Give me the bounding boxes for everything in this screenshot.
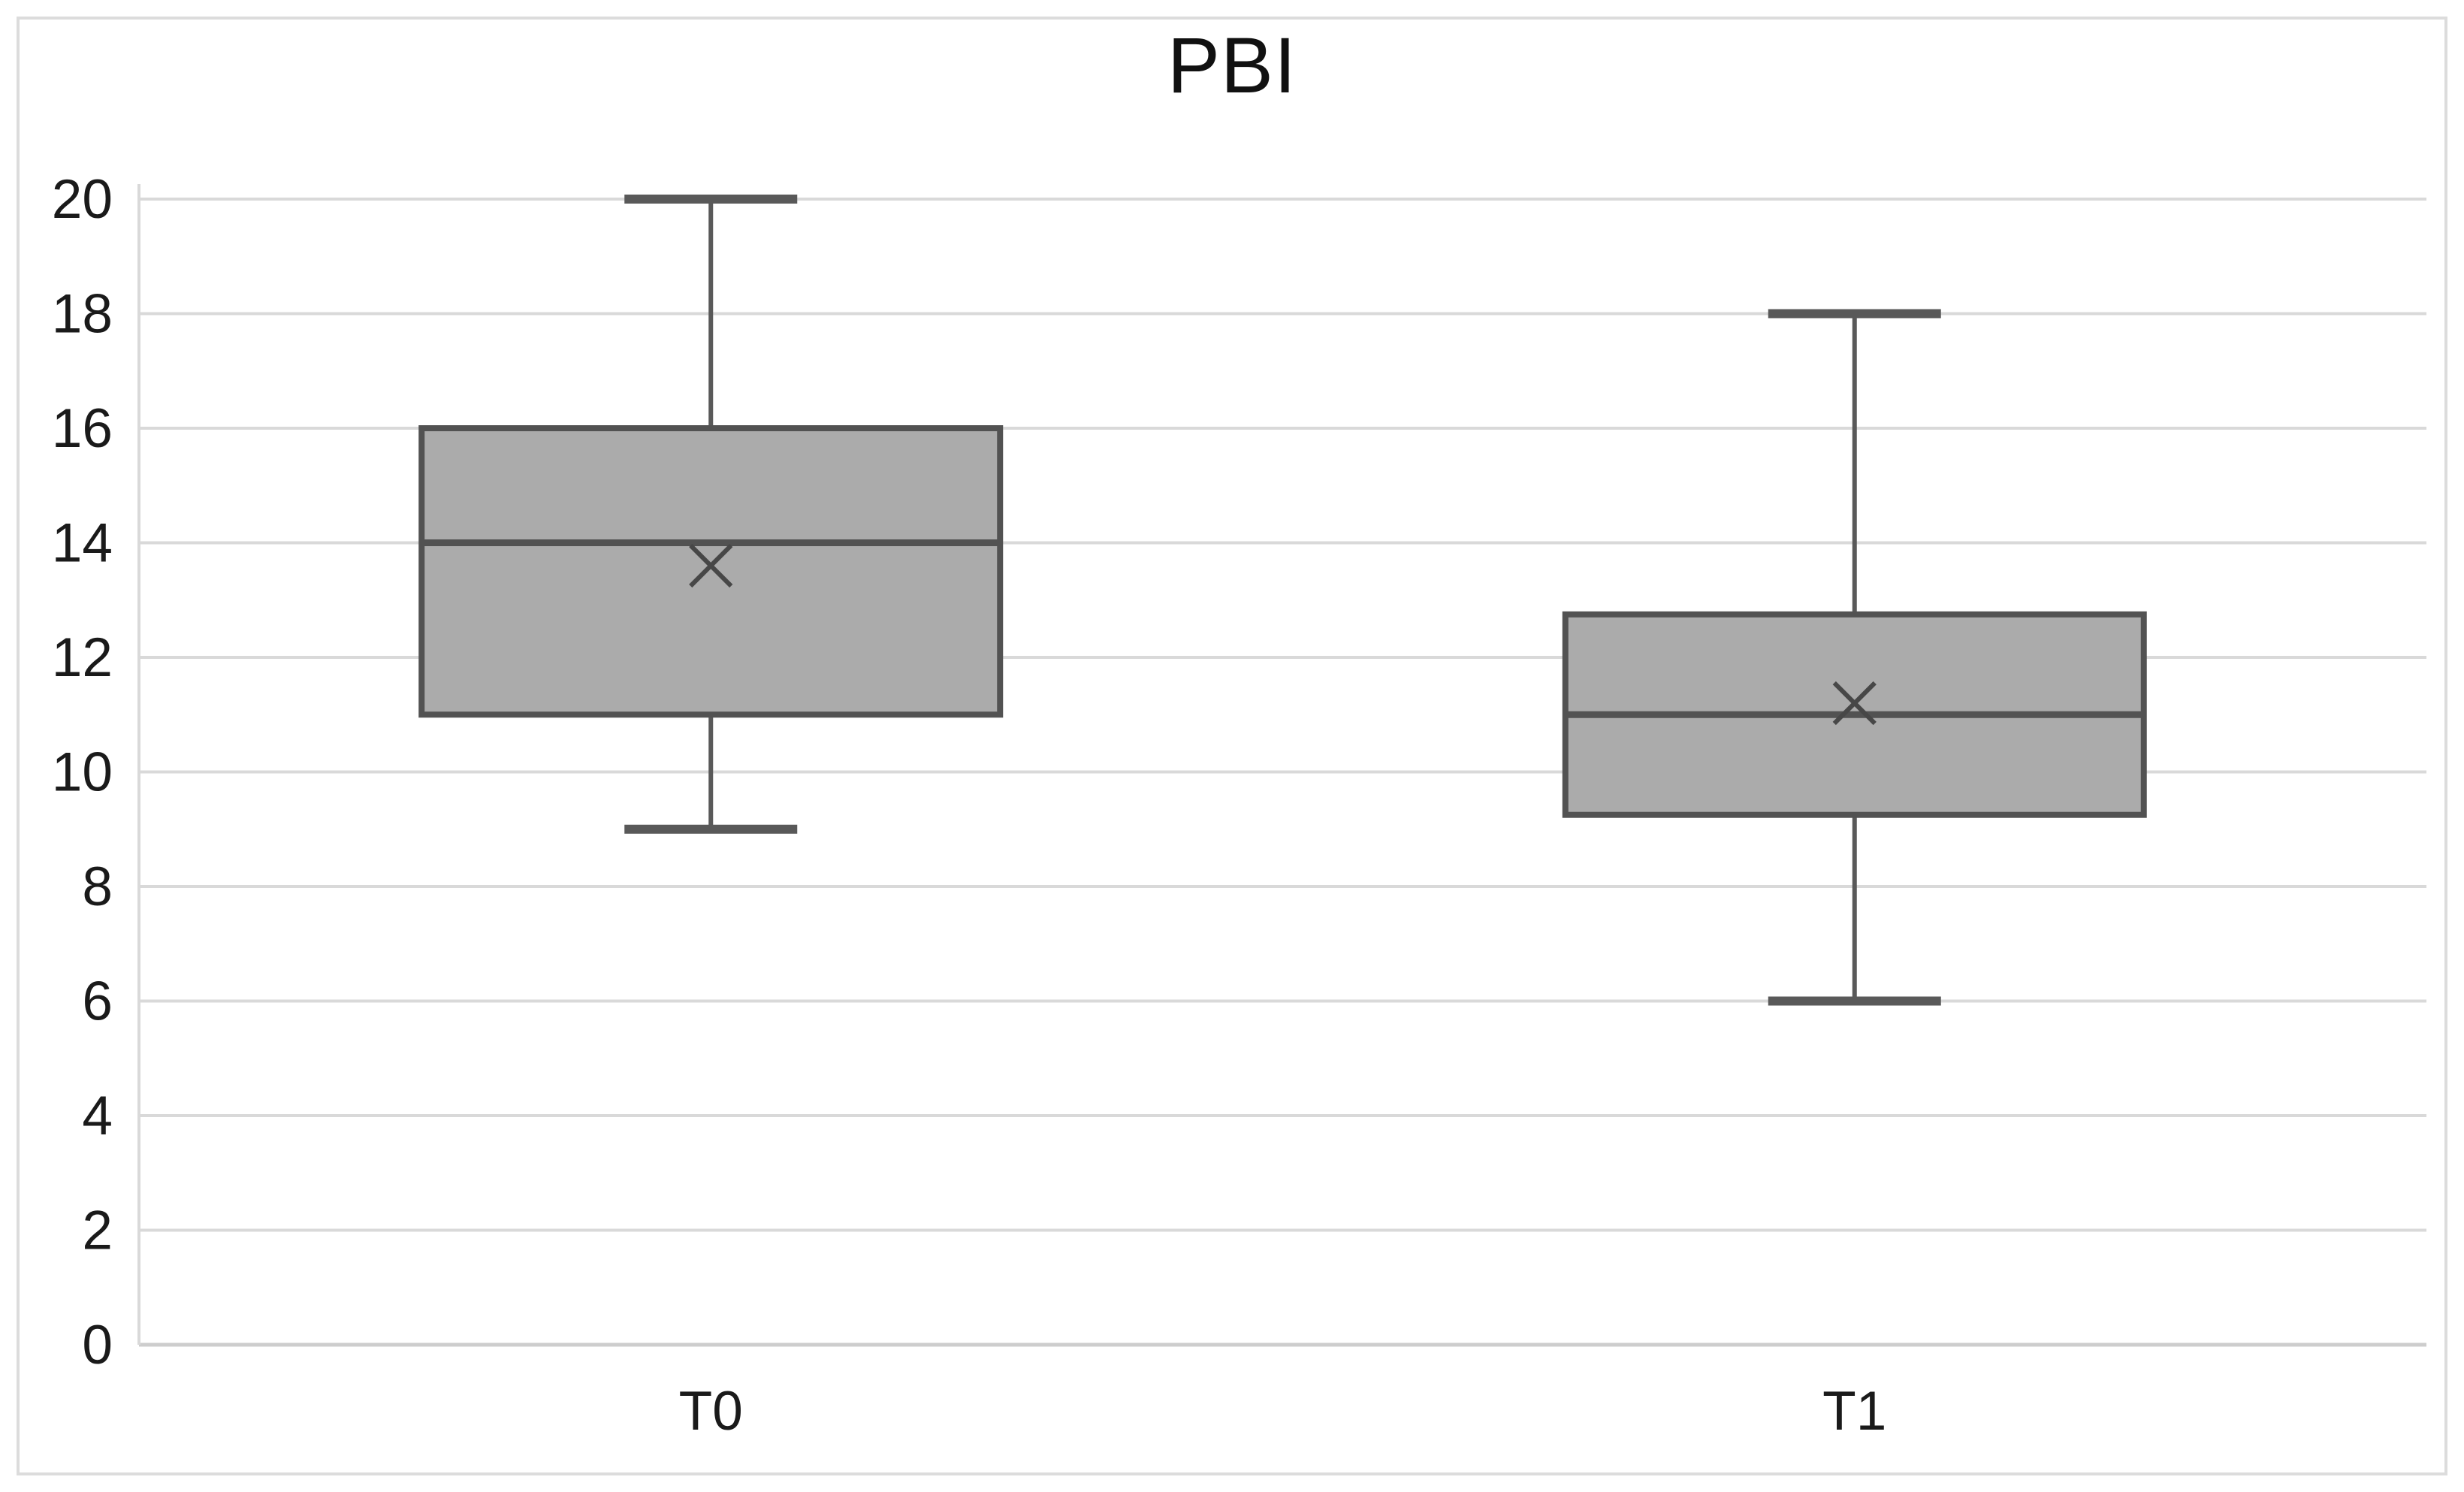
y-tick-label-14: 14 — [52, 512, 113, 573]
chart-title: PBI — [1167, 22, 1297, 110]
y-tick-label-18: 18 — [52, 283, 113, 344]
mean-marker-T1 — [1832, 681, 1877, 726]
y-tick-label-2: 2 — [82, 1200, 113, 1261]
x-category-label-T0: T0 — [679, 1381, 743, 1442]
y-tick-label-0: 0 — [82, 1315, 113, 1376]
y-tick-label-8: 8 — [82, 856, 113, 917]
y-tick-label-10: 10 — [52, 741, 113, 802]
y-tick-label-6: 6 — [82, 971, 113, 1031]
y-tick-label-12: 12 — [52, 627, 113, 688]
y-tick-label-4: 4 — [82, 1086, 113, 1146]
y-tick-label-16: 16 — [52, 398, 113, 459]
iqr-box-T0 — [418, 425, 1004, 718]
y-tick-label-20: 20 — [52, 169, 113, 230]
mean-marker-T0 — [689, 543, 733, 588]
x-category-label-T1: T1 — [1822, 1381, 1886, 1442]
